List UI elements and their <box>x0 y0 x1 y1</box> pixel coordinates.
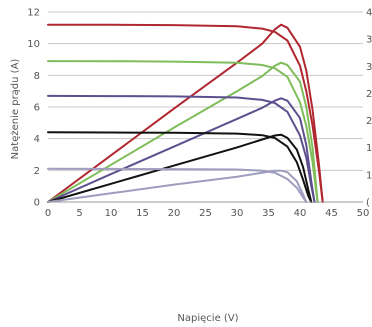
y2-tick-label: 2 <box>366 89 372 100</box>
y-axis-title: Natężenie prądu (A) <box>10 59 21 160</box>
y2-tick-label: 1 <box>366 143 372 154</box>
x-tick-label: 20 <box>168 208 181 219</box>
x-tick-label: 50 <box>357 208 370 219</box>
x-axis-title: Napięcie (V) <box>177 313 238 324</box>
power-curve <box>47 61 319 203</box>
x-tick-labels: 0 5 10 15 20 25 30 35 40 45 50 <box>45 208 370 219</box>
y-tick-labels: 0 2 4 6 8 10 12 <box>27 8 40 209</box>
y2-tick-label: ( <box>366 198 370 209</box>
x-tick-label: 0 <box>45 208 51 219</box>
current-curve <box>47 60 319 203</box>
y-tick-label: 4 <box>34 134 40 145</box>
y2-tick-label: 2 <box>366 116 372 127</box>
x-tick-label: 30 <box>231 208 244 219</box>
y-tick-label: 8 <box>34 71 40 82</box>
y2-tick-labels: 4 3 3 2 2 1 1 ( <box>366 8 372 209</box>
x-tick-label: 15 <box>136 208 149 219</box>
x-tick-label: 40 <box>294 208 307 219</box>
chart-series <box>47 23 324 203</box>
power-curve <box>47 97 316 203</box>
y-tick-label: 0 <box>34 198 40 209</box>
x-tick-label: 5 <box>76 208 82 219</box>
y-tick-label: 12 <box>27 8 40 19</box>
current-curve <box>47 131 313 203</box>
power-curve <box>47 23 324 203</box>
y-tick-label: 6 <box>34 103 40 114</box>
y-tick-label: 2 <box>34 166 40 177</box>
current-curve <box>47 23 324 203</box>
x-tick-label: 10 <box>105 208 118 219</box>
y2-tick-label: 4 <box>366 8 372 19</box>
y2-tick-label: 3 <box>366 62 372 73</box>
x-tick-label: 35 <box>262 208 275 219</box>
y2-tick-label: 3 <box>366 35 372 46</box>
y2-tick-label: 1 <box>366 170 372 181</box>
x-tick-label: 45 <box>325 208 338 219</box>
power-curve <box>47 169 308 203</box>
x-tick-label: 25 <box>199 208 212 219</box>
y-tick-label: 10 <box>27 39 40 50</box>
current-curve <box>47 94 316 203</box>
